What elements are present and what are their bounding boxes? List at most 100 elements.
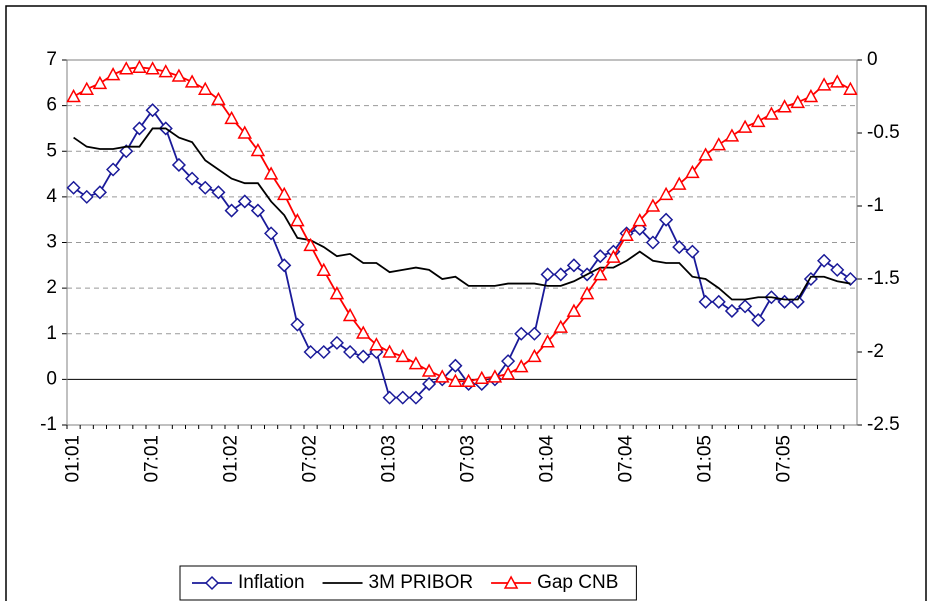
diamond-marker xyxy=(395,390,410,405)
triangle-marker xyxy=(276,186,292,201)
series-line xyxy=(73,127,851,301)
x-tick-label: 01:04 xyxy=(537,435,558,483)
diamond-marker xyxy=(408,390,423,405)
triangle-marker xyxy=(698,147,713,161)
x-tick-label: 01:01 xyxy=(63,435,84,483)
triangle-marker xyxy=(606,249,621,263)
x-tick-label: 07:02 xyxy=(300,435,321,483)
triangle-marker xyxy=(171,68,187,82)
triangle-marker xyxy=(211,91,226,106)
triangle-marker xyxy=(448,373,463,387)
y-tick-label: 0 xyxy=(46,368,57,389)
triangle-marker xyxy=(421,363,437,377)
triangle-marker xyxy=(145,61,160,75)
diamond-marker xyxy=(329,335,344,350)
diamond-marker xyxy=(198,180,213,195)
triangle-marker xyxy=(369,337,384,351)
diamond-marker xyxy=(204,575,220,591)
triangle-marker xyxy=(777,99,792,113)
diamond-marker xyxy=(566,258,581,273)
triangle-marker xyxy=(540,334,555,348)
triangle-marker xyxy=(803,88,819,103)
triangle-marker xyxy=(329,286,345,300)
y-tick-label: -1 xyxy=(40,414,57,435)
x-tick-label: 01:05 xyxy=(695,435,716,483)
diamond-marker xyxy=(382,390,397,405)
diamond-marker xyxy=(685,244,700,259)
diamond-marker xyxy=(316,344,331,360)
triangle-marker xyxy=(316,262,332,276)
diamond-marker xyxy=(277,258,292,273)
triangle-marker xyxy=(290,213,305,227)
triangle-marker xyxy=(566,303,582,317)
y-tick-label: 7 xyxy=(46,49,57,70)
diamond-marker xyxy=(698,294,713,309)
diamond-marker xyxy=(171,157,186,172)
y2-tick-label: -0.5 xyxy=(867,122,900,143)
diamond-marker xyxy=(672,240,687,255)
diamond-marker xyxy=(540,267,555,282)
diamond-marker xyxy=(92,185,107,200)
y-tick-label: 3 xyxy=(46,232,57,253)
triangle-marker xyxy=(395,348,411,363)
diamond-marker xyxy=(119,144,134,159)
diamond-marker xyxy=(738,299,753,314)
triangle-marker xyxy=(711,137,727,151)
triangle-marker xyxy=(685,164,700,179)
diamond-marker xyxy=(303,344,318,360)
diamond-marker xyxy=(751,313,766,328)
triangle-marker xyxy=(764,106,779,120)
triangle-marker xyxy=(513,359,529,373)
triangle-marker xyxy=(658,186,674,201)
triangle-marker xyxy=(184,74,200,88)
diamond-marker xyxy=(711,294,726,309)
x-tick-label: 01:03 xyxy=(379,435,400,483)
diamond-marker xyxy=(106,162,121,177)
triangle-marker xyxy=(237,125,253,139)
triangle-marker xyxy=(829,74,845,88)
diamond-marker xyxy=(132,121,147,136)
triangle-marker xyxy=(66,88,81,103)
triangle-marker xyxy=(263,166,279,180)
legend-label: 3M PRIBOR xyxy=(369,572,474,593)
triangle-marker xyxy=(737,119,753,133)
triangle-marker xyxy=(105,67,121,81)
triangle-marker xyxy=(527,348,542,363)
triangle-marker xyxy=(118,61,134,75)
y2-tick-label: -2.5 xyxy=(867,414,900,435)
diamond-marker xyxy=(724,303,739,318)
diamond-marker xyxy=(237,194,252,209)
triangle-marker xyxy=(579,286,595,300)
y-tick-label: 2 xyxy=(46,277,57,298)
diamond-marker xyxy=(290,317,305,332)
triangle-marker xyxy=(342,307,358,322)
triangle-marker xyxy=(158,64,174,78)
triangle-marker xyxy=(843,81,858,95)
legend-label: Inflation xyxy=(238,572,305,593)
triangle-marker xyxy=(408,356,424,370)
diamond-marker xyxy=(250,203,265,218)
legend: Inflation 3M PRIBOR Gap CNB xyxy=(179,565,637,601)
diamond-marker xyxy=(817,253,832,268)
y-tick-label: 4 xyxy=(46,186,57,207)
y-tick-label: 6 xyxy=(46,95,57,116)
diamond-marker xyxy=(514,326,529,341)
x-tick-label: 07:03 xyxy=(458,435,479,483)
triangle-marker xyxy=(500,366,516,380)
triangle-marker xyxy=(474,370,490,385)
triangle-marker xyxy=(250,142,266,157)
triangle-marker xyxy=(92,75,108,90)
diamond-marker xyxy=(593,249,608,264)
diamond-marker xyxy=(553,267,568,282)
diamond-marker xyxy=(843,271,858,287)
triangle-marker xyxy=(434,369,450,383)
triangle-marker xyxy=(671,176,687,190)
triangle-marker xyxy=(790,94,806,109)
x-tick-label: 01:02 xyxy=(221,435,242,483)
diamond-marker xyxy=(211,185,226,200)
diamond-marker xyxy=(79,189,94,204)
y2-tick-label: 0 xyxy=(867,49,878,70)
triangle-marker xyxy=(303,237,318,252)
y2-tick-label: -1.5 xyxy=(867,268,900,289)
